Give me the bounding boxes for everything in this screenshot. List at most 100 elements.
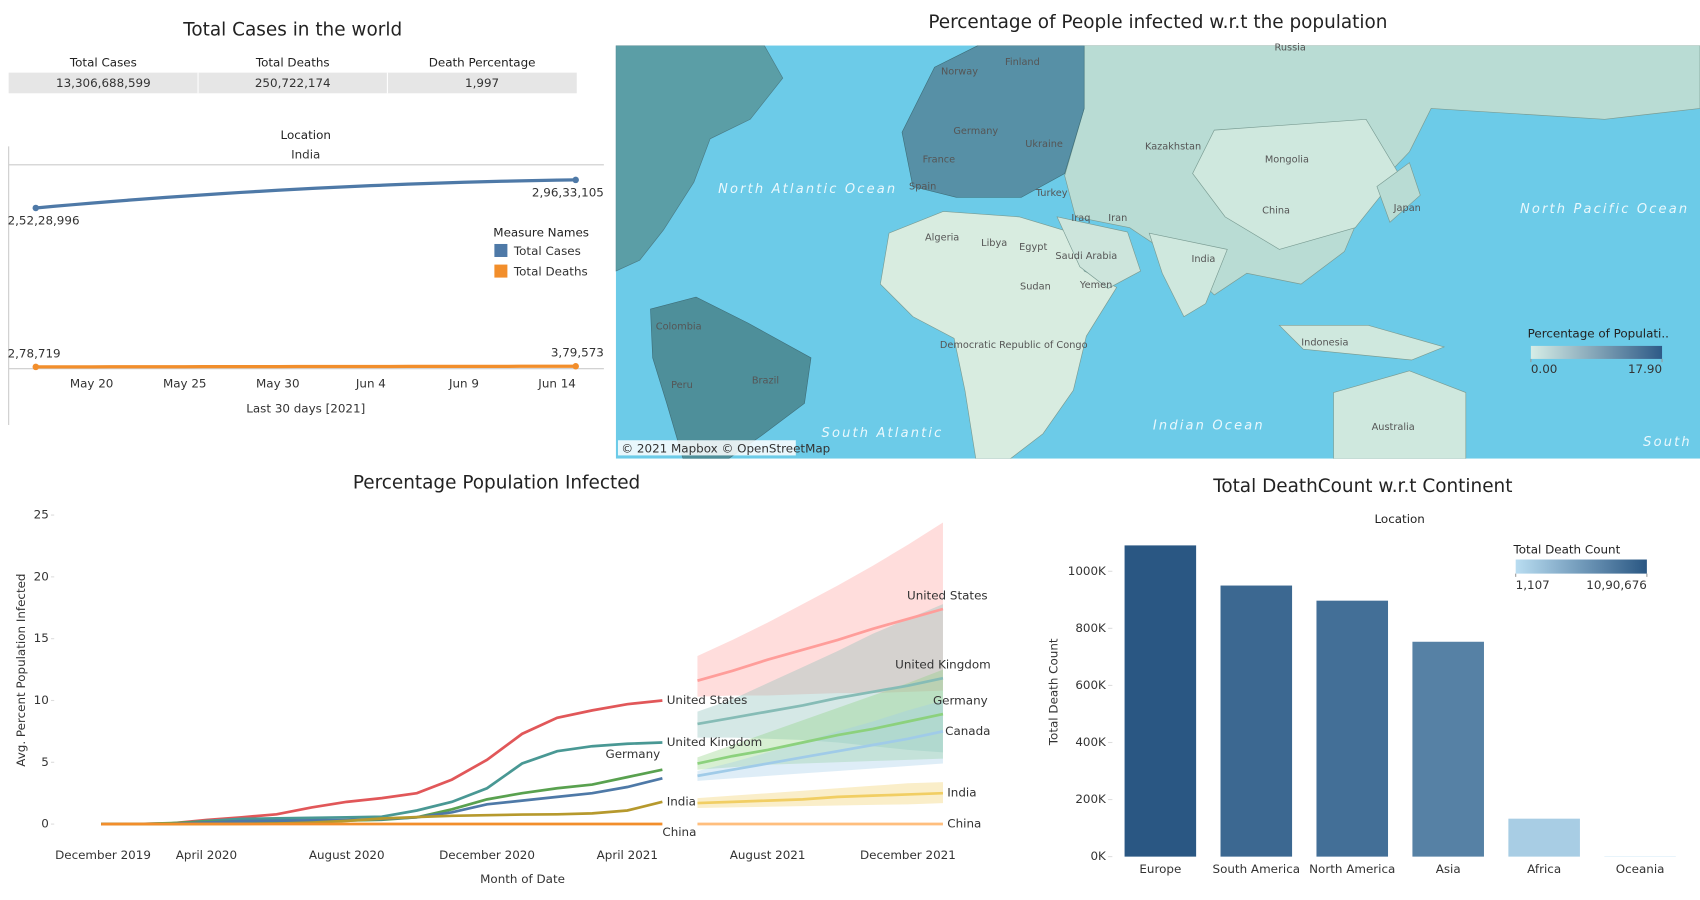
x-tick-label: Jun 14 (537, 376, 576, 390)
legend-tick-label: 0.00 (1531, 362, 1558, 376)
map-label: Kazakhstan (1145, 141, 1201, 152)
legend-title: Measure Names (493, 226, 589, 240)
y-tick-label: 5 (41, 755, 49, 769)
value-label: 2,78,719 (8, 346, 61, 360)
map-label: Iran (1108, 213, 1127, 224)
y-tick-label: 200K (1075, 792, 1107, 806)
line (35, 364, 576, 369)
panel-title: Percentage Population Infected (353, 473, 640, 494)
line (101, 741, 663, 826)
bar (1508, 818, 1580, 857)
map-land (615, 45, 784, 272)
map-label: Australia (1372, 422, 1415, 433)
panel-title: Percentage of People infected w.r.t the … (928, 12, 1387, 33)
column-header: Total Cases (69, 55, 137, 69)
point (572, 363, 579, 370)
ocean-label: Indian Ocean (1153, 419, 1265, 434)
table-band (8, 72, 577, 94)
map (615, 45, 1700, 459)
line-label: United Kingdom (895, 658, 991, 672)
point (572, 176, 579, 184)
map-land (901, 45, 1085, 198)
legend-swatch (494, 264, 508, 278)
table-cell: 250,722,174 (255, 76, 331, 90)
value-label: 3,79,573 (551, 346, 604, 360)
x-tick-label: May 30 (256, 376, 300, 390)
column-header: Death Percentage (429, 55, 536, 69)
map-land (650, 296, 812, 459)
map-label: Ukraine (1025, 139, 1063, 150)
legend-tick-label: 10,90,676 (1586, 578, 1647, 592)
point (32, 363, 40, 371)
y-tick-label: 15 (34, 631, 49, 645)
charts: Total Cases in the world Total Cases 13,30… (8, 12, 1692, 886)
map-label: Russia (1275, 43, 1306, 54)
map-land (1376, 162, 1421, 223)
x-tick-label: Europe (1139, 862, 1181, 876)
line-label: China (662, 825, 696, 839)
y-tick-label: 600K (1075, 678, 1107, 692)
x-tick-label: December 2021 (860, 848, 956, 862)
x-axis-title: Month of Date (480, 872, 565, 886)
line-label: India (947, 786, 976, 800)
map-label: Indonesia (1301, 338, 1348, 349)
map-label: Peru (671, 380, 693, 391)
x-tick-label: April 2021 (597, 848, 658, 862)
map-label: China (1262, 205, 1290, 216)
bar (1124, 545, 1197, 857)
legend-title: Percentage of Populati.. (1528, 326, 1669, 340)
map-label: Japan (1393, 203, 1421, 214)
x-tick-label: May 25 (163, 376, 207, 390)
legend-gradient (1515, 559, 1647, 574)
map-label: Norway (941, 67, 978, 78)
map-label: Libya (981, 238, 1007, 249)
line-label: United States (907, 588, 988, 602)
map-label: Sudan (1020, 281, 1051, 292)
forecast-band (697, 700, 943, 781)
value-label: 2,52,28,996 (8, 213, 80, 227)
column-header: Total Deaths (255, 55, 330, 69)
legend-tick-label: 17.90 (1628, 362, 1662, 376)
x-tick-label: Jun 4 (355, 376, 386, 390)
map-label: Spain (909, 182, 936, 193)
map-land (1056, 216, 1141, 289)
x-tick-label: August 2020 (309, 848, 385, 862)
map-land (1192, 118, 1399, 250)
map-label: Finland (1005, 57, 1040, 68)
x-tick-label: April 2020 (176, 848, 237, 862)
table-cell: 13,306,688,599 (56, 76, 151, 90)
ocean-label: North Atlantic Ocean (718, 182, 897, 197)
legend-label: Total Deaths (513, 265, 588, 279)
map-land (1148, 232, 1228, 318)
ocean-label: South (1643, 435, 1692, 450)
x-tick-label: August 2021 (730, 848, 806, 862)
line-label: Germany (933, 694, 988, 708)
x-tick-label: Africa (1527, 862, 1561, 876)
y-tick-label: 800K (1075, 621, 1107, 635)
bar (1316, 600, 1389, 857)
table-cell: 1,997 (465, 76, 499, 90)
map-label: Algeria (925, 232, 959, 243)
y-tick-label: 20 (34, 569, 49, 583)
x-axis-title: Last 30 days [2021] (246, 401, 365, 415)
y-tick-label: 400K (1075, 735, 1107, 749)
line-label: United Kingdom (667, 735, 763, 749)
map-credit: © 2021 Mapbox © OpenStreetMap (621, 441, 830, 455)
y-axis-title: Total Death Count (1046, 638, 1060, 746)
line (101, 699, 663, 826)
x-tick-label: South America (1213, 862, 1301, 876)
map-label: Democratic Republic of Congo (940, 340, 1088, 351)
y-tick-label: 25 (34, 508, 49, 522)
value-label: 2,96,33,105 (532, 185, 604, 199)
x-tick-label: Asia (1436, 862, 1461, 876)
forecast-line (697, 730, 944, 778)
map-land (1278, 324, 1446, 361)
point (32, 204, 40, 212)
x-tick-label: Jun 9 (448, 376, 479, 390)
line (35, 178, 576, 210)
map-label: Mongolia (1265, 154, 1309, 165)
x-tick-label: May 20 (70, 376, 114, 390)
map-label: Yemen (1079, 280, 1112, 291)
y-tick-label: 0K (1090, 849, 1107, 863)
x-tick-label: North America (1309, 862, 1395, 876)
